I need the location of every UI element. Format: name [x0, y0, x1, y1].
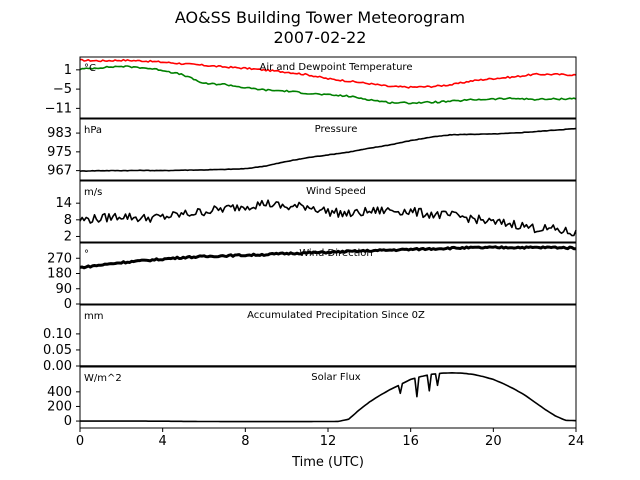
panel-title-wind_speed: Wind Speed: [306, 186, 366, 197]
xtick-label-4: 16: [402, 434, 419, 449]
xtick-label-2: 8: [241, 434, 249, 449]
ytick-label-wind_speed-2: 2: [64, 229, 72, 244]
ytick-label-wind_direction-3: 0: [64, 297, 72, 312]
xtick-label-3: 12: [320, 434, 337, 449]
ytick-label-temperature-2: −11: [45, 101, 72, 116]
series-line-temperature-0: [80, 58, 577, 89]
unit-label-precipitation: mm: [84, 311, 103, 322]
ytick-label-pressure-0: 983: [47, 126, 72, 141]
ytick-label-wind_speed-0: 14: [55, 196, 72, 211]
ytick-label-precipitation-1: 0.05: [43, 343, 72, 358]
chart-title: AO&SS Building Tower Meteorogram 2007-02…: [0, 8, 640, 48]
panel-title-temperature: Air and Dewpoint Temperature: [260, 62, 413, 73]
series-line-temperature-1: [79, 65, 577, 105]
ytick-label-temperature-1: −5: [53, 82, 72, 97]
ytick-label-precipitation-0: 0.10: [43, 327, 72, 342]
panel-title-pressure: Pressure: [315, 124, 358, 135]
panel-title-solar: Solar Flux: [311, 372, 361, 383]
series-line-wind_speed-0: [79, 199, 577, 237]
chart-title-line2: 2007-02-22: [273, 28, 367, 47]
ytick-label-precipitation-2: 0.00: [43, 359, 72, 374]
ytick-label-pressure-1: 975: [47, 145, 72, 160]
unit-label-wind_speed: m/s: [84, 187, 102, 198]
xtick-label-1: 4: [159, 434, 167, 449]
panel-frame-precipitation: [79, 304, 577, 367]
ytick-label-solar-0: 400: [47, 385, 72, 400]
ytick-label-wind_direction-2: 90: [55, 282, 72, 297]
xtick-label-0: 0: [76, 434, 84, 449]
ytick-label-wind_speed-1: 8: [64, 213, 72, 228]
ytick-label-wind_direction-1: 180: [47, 267, 72, 282]
xtick-label-6: 24: [568, 434, 585, 449]
xtick-label-5: 20: [485, 434, 502, 449]
unit-label-wind_direction: °: [84, 249, 89, 260]
unit-label-temperature: °C: [84, 63, 96, 74]
ytick-label-solar-1: 200: [47, 399, 72, 414]
panel-frame-pressure: [79, 118, 577, 181]
panel-title-precipitation: Accumulated Precipitation Since 0Z: [247, 310, 425, 321]
series-line-wind_direction-0: [79, 245, 576, 270]
ytick-label-pressure-2: 967: [47, 164, 72, 179]
chart-title-line1: AO&SS Building Tower Meteorogram: [174, 8, 466, 27]
ytick-label-wind_direction-0: 270: [47, 251, 72, 266]
series-line-solar-0: [80, 372, 577, 423]
panel-title-wind_direction: Wind Direction: [299, 248, 373, 259]
ytick-label-solar-2: 0: [64, 414, 72, 429]
ytick-label-temperature-0: 1: [64, 63, 72, 78]
panel-frame-temperature: [79, 56, 577, 119]
panel-frame-wind_speed: [79, 180, 577, 243]
x-axis-label: Time (UTC): [291, 455, 364, 470]
unit-label-pressure: hPa: [84, 125, 102, 136]
unit-label-solar: W/m^2: [84, 373, 122, 384]
series-line-pressure-0: [79, 127, 577, 173]
